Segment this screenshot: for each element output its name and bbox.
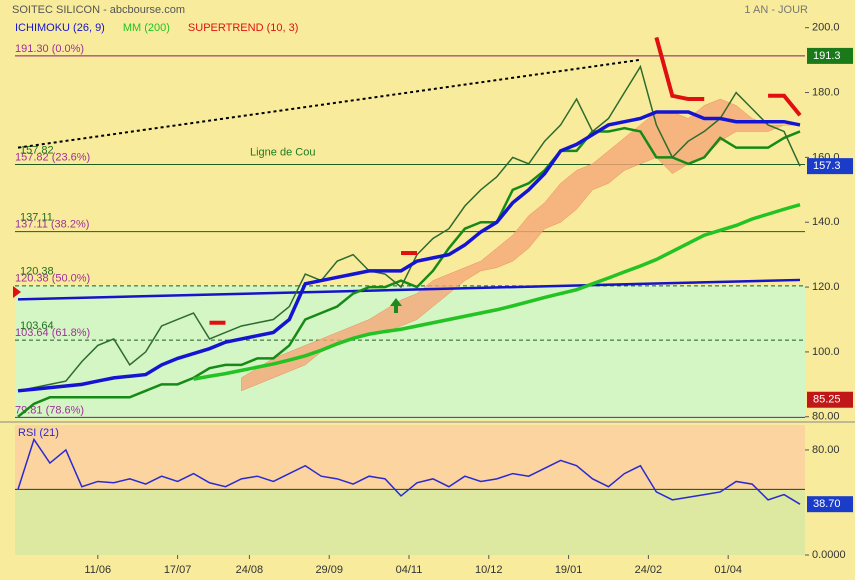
fib-label: 157.82 (23.6%)	[15, 151, 90, 163]
fib-label: 103.64 (61.8%)	[15, 327, 90, 339]
x-tick-label: 24/08	[236, 564, 264, 576]
x-tick-label: 11/06	[84, 564, 111, 576]
legend-entry: ICHIMOKU (26, 9)	[15, 22, 105, 34]
series-line	[17, 110, 801, 393]
y-tick-label: 100.0	[812, 346, 840, 358]
fib-value: 103.64	[20, 320, 54, 332]
y-tick-label: 200.0	[812, 22, 840, 34]
fib-label: 137.11 (38.2%)	[15, 219, 89, 231]
trendline	[17, 58, 641, 149]
fib-value: 157.82	[20, 144, 54, 156]
rsi-upper-zone	[15, 425, 805, 490]
chart-title: SOITEC SILICON - abcbourse.com	[12, 4, 185, 16]
x-tick-label: 04/11	[396, 564, 423, 576]
price-marker	[807, 158, 853, 175]
rsi-marker	[807, 496, 853, 513]
period: 1 AN - JOUR	[744, 4, 808, 16]
legend-entry: MM (200)	[123, 22, 170, 34]
buy-arrow	[390, 298, 402, 313]
x-tick-label: 01/04	[714, 564, 742, 576]
fib-label: 120.38 (50.0%)	[15, 273, 90, 285]
series-line	[768, 93, 802, 117]
y-tick-label: 180.0	[812, 86, 840, 98]
rsi-label: RSI (21)	[18, 427, 59, 439]
kijun-line	[17, 126, 801, 418]
y-tick-label: 80.00	[812, 411, 840, 423]
x-tick-label: 24/02	[635, 564, 663, 576]
price-marker	[807, 47, 853, 64]
rsi-y-tick-label: 80.00	[812, 444, 840, 456]
x-tick-label: 29/09	[315, 564, 343, 576]
plot: 191.30 (0.0%) 157.82 (23.6%)157.82 137.11 …	[15, 36, 805, 505]
legend-entry: SUPERTREND (10, 3)	[188, 22, 298, 34]
x-tick-label: 17/07	[164, 564, 192, 576]
price-line	[17, 64, 801, 392]
y-tick-label: 120.0	[812, 281, 840, 293]
fib-label: 191.30 (0.0%)	[15, 43, 84, 55]
fib-label: 79.81 (78.6%)	[15, 404, 84, 416]
annotation: Ligne de Cou	[250, 146, 315, 158]
series-line	[654, 36, 705, 102]
trendline	[17, 278, 801, 301]
sell-arrow	[13, 286, 21, 298]
x-tick-label: 19/01	[555, 564, 583, 576]
series-line	[193, 203, 801, 381]
rsi-marker-label: 38.70	[813, 498, 841, 510]
price-marker-label: 85.25	[813, 394, 841, 406]
rsi-y-tick-label: 0.0000	[812, 549, 846, 561]
y-tick-label: 140.0	[812, 216, 840, 228]
fib-value: 120.38	[20, 266, 54, 278]
price-marker	[807, 391, 853, 408]
price-marker-label: 157.3	[813, 160, 841, 172]
fib-value: 137.11	[20, 212, 53, 224]
rsi-line	[17, 437, 801, 505]
price-marker-label: 191.3	[813, 50, 841, 62]
x-tick-label: 10/12	[475, 564, 503, 576]
rsi-lower-zone	[15, 489, 805, 555]
